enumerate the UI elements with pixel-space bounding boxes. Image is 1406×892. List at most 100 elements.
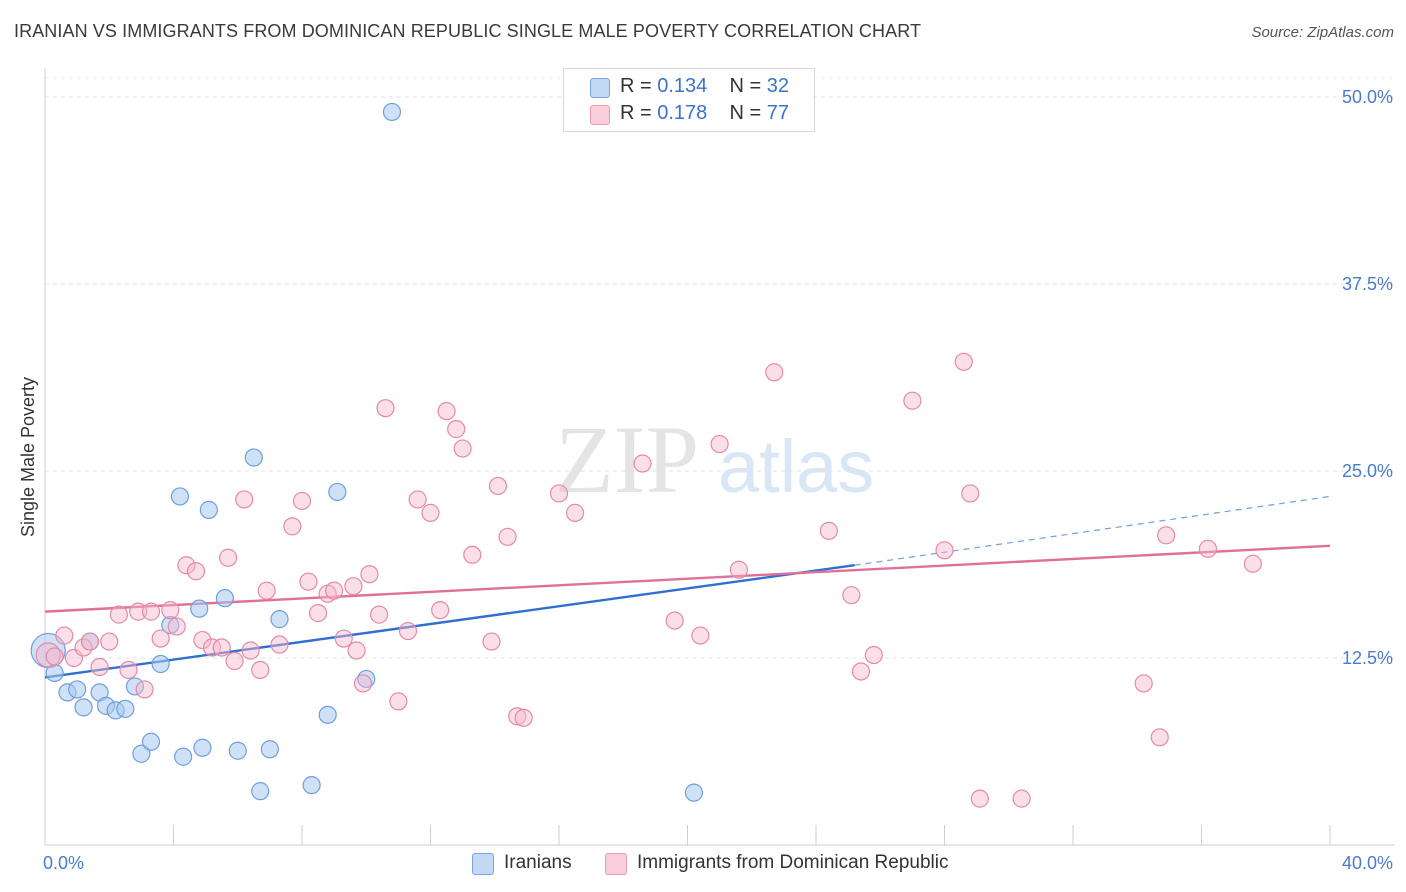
y-tick-label: 25.0% <box>1342 461 1393 481</box>
point-iranians <box>215 589 234 608</box>
y-tick-label: 37.5% <box>1342 274 1393 294</box>
point-dominican <box>691 626 710 645</box>
legend-r-label: R = <box>620 75 652 97</box>
bottom-legend-label-dominican: Immigrants from Dominican Republic <box>637 852 949 873</box>
point-dominican <box>186 562 206 581</box>
point-dominican <box>119 660 138 680</box>
point-dominican <box>376 399 395 418</box>
point-dominican <box>347 641 366 660</box>
point-dominican <box>765 363 784 382</box>
point-iranians <box>116 699 135 718</box>
point-dominican <box>1134 674 1153 693</box>
point-dominican <box>219 548 238 567</box>
point-iranians <box>199 500 218 519</box>
point-dominican <box>90 657 109 677</box>
point-dominican <box>161 601 180 620</box>
trend-line-iranians-extension <box>854 495 1331 566</box>
point-dominican <box>665 611 684 630</box>
point-dominican <box>710 434 729 454</box>
point-dominican <box>961 484 980 503</box>
point-dominican <box>344 577 363 596</box>
point-dominican <box>353 674 373 693</box>
point-dominican <box>193 630 212 650</box>
point-iranians <box>251 782 270 801</box>
point-dominican <box>167 617 186 636</box>
point-dominican <box>235 490 254 509</box>
point-dominican <box>45 647 64 666</box>
point-dominican <box>903 391 922 410</box>
point-dominican <box>225 651 244 671</box>
point-iranians <box>270 610 289 629</box>
point-dominican <box>283 517 302 536</box>
point-dominican <box>851 662 871 681</box>
point-dominican <box>447 420 466 439</box>
point-dominican <box>1243 554 1263 573</box>
point-dominican <box>151 629 170 648</box>
point-dominican <box>508 707 527 726</box>
point-dominican <box>129 602 148 621</box>
point-dominican <box>453 439 472 458</box>
point-dominican <box>1150 728 1169 747</box>
point-dominican <box>389 692 408 711</box>
point-dominican <box>1012 789 1031 808</box>
legend-n-label: N = <box>729 102 762 124</box>
point-dominican <box>482 632 501 651</box>
point-dominican <box>308 604 328 623</box>
legend-swatch-iranians <box>590 78 610 98</box>
point-dominican <box>270 635 289 654</box>
x-tick-label: 40.0% <box>1342 853 1393 873</box>
y-tick-label: 50.0% <box>1342 87 1393 107</box>
point-dominican <box>177 556 196 575</box>
point-iranians <box>141 732 161 751</box>
point-dominican <box>431 601 450 620</box>
point-iranians <box>161 615 180 635</box>
point-iranians <box>382 102 402 122</box>
point-dominican <box>498 527 517 546</box>
point-dominican <box>292 491 312 511</box>
point-dominican <box>100 632 119 651</box>
point-dominican <box>55 626 74 645</box>
point-iranians <box>132 744 151 763</box>
point-dominican <box>251 660 270 680</box>
point-dominican <box>842 586 861 605</box>
point-dominican <box>463 545 482 564</box>
point-dominican <box>35 642 61 668</box>
correlation-legend: R = 0.134 N = 32 R = 0.178 N = 77 <box>563 68 815 132</box>
point-dominican <box>954 352 973 371</box>
point-iranians <box>74 698 93 717</box>
legend-n-value: 32 <box>766 75 790 97</box>
point-dominican <box>1198 539 1218 558</box>
point-dominican <box>421 503 440 522</box>
point-iranians <box>684 783 704 802</box>
point-iranians <box>68 680 87 699</box>
point-dominican <box>141 602 161 621</box>
point-dominican <box>299 572 318 591</box>
point-dominican <box>202 638 222 657</box>
trend-line-iranians <box>44 564 855 679</box>
watermark: ZIP atlas <box>555 406 874 513</box>
point-dominican <box>488 476 508 496</box>
legend-n-label: N = <box>729 75 762 97</box>
point-iranians <box>244 448 263 467</box>
point-dominican <box>360 565 379 584</box>
legend-r-label: R = <box>620 102 652 124</box>
point-dominican <box>398 621 418 641</box>
point-dominican <box>325 581 344 600</box>
legend-r-value: 0.134 <box>657 75 708 97</box>
point-iranians <box>260 740 279 759</box>
point-dominican <box>437 402 456 421</box>
point-dominican <box>109 605 128 624</box>
legend-r-value: 0.178 <box>657 102 708 124</box>
point-dominican <box>729 560 749 579</box>
y-axis-label: Single Male Poverty <box>18 377 38 537</box>
point-dominican <box>970 789 989 808</box>
axes <box>44 68 1395 846</box>
data-points <box>30 102 1263 808</box>
point-dominican <box>1157 526 1176 545</box>
point-dominican <box>334 629 353 648</box>
point-iranians <box>190 599 209 618</box>
point-iranians <box>228 741 247 760</box>
bottom-legend-swatch-dominican <box>605 853 627 875</box>
point-dominican <box>135 680 154 699</box>
